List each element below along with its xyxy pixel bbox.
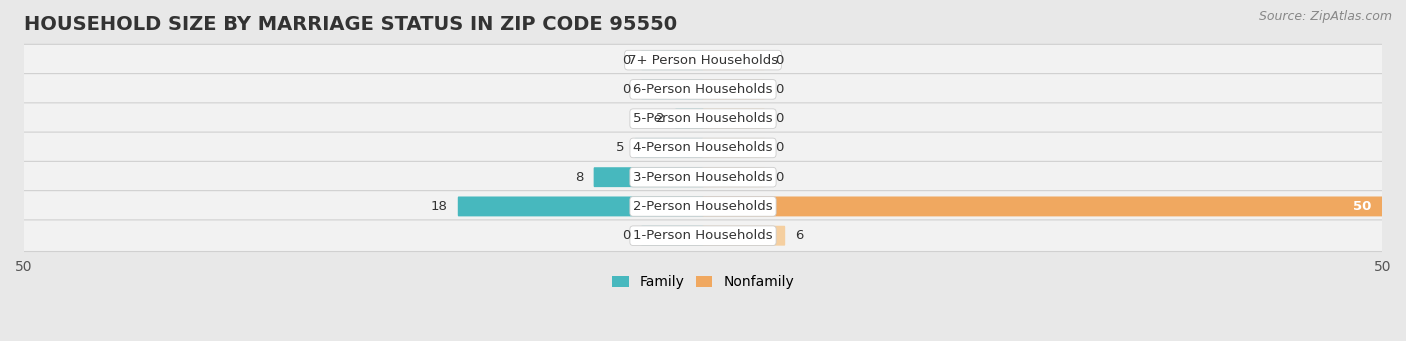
Text: 1-Person Households: 1-Person Households (633, 229, 773, 242)
Legend: Family, Nonfamily: Family, Nonfamily (606, 270, 800, 295)
Text: 2: 2 (657, 112, 665, 125)
Text: 0: 0 (775, 54, 783, 66)
FancyBboxPatch shape (675, 109, 703, 129)
Text: 2-Person Households: 2-Person Households (633, 200, 773, 213)
FancyBboxPatch shape (703, 226, 785, 246)
FancyBboxPatch shape (634, 138, 703, 158)
Text: 6: 6 (796, 229, 804, 242)
Text: Source: ZipAtlas.com: Source: ZipAtlas.com (1258, 10, 1392, 23)
FancyBboxPatch shape (703, 79, 765, 99)
Text: 5-Person Households: 5-Person Households (633, 112, 773, 125)
FancyBboxPatch shape (703, 196, 1384, 217)
FancyBboxPatch shape (21, 161, 1385, 193)
Text: 0: 0 (775, 83, 783, 96)
Text: 0: 0 (775, 112, 783, 125)
FancyBboxPatch shape (21, 103, 1385, 134)
FancyBboxPatch shape (703, 50, 765, 70)
FancyBboxPatch shape (641, 50, 703, 70)
Text: 50: 50 (1353, 200, 1371, 213)
FancyBboxPatch shape (593, 167, 703, 187)
FancyBboxPatch shape (458, 196, 703, 217)
Text: 7+ Person Households: 7+ Person Households (628, 54, 778, 66)
Text: 6-Person Households: 6-Person Households (633, 83, 773, 96)
Text: HOUSEHOLD SIZE BY MARRIAGE STATUS IN ZIP CODE 95550: HOUSEHOLD SIZE BY MARRIAGE STATUS IN ZIP… (24, 15, 676, 34)
Text: 18: 18 (430, 200, 447, 213)
Text: 5: 5 (616, 142, 624, 154)
FancyBboxPatch shape (21, 220, 1385, 252)
FancyBboxPatch shape (21, 74, 1385, 105)
Text: 3-Person Households: 3-Person Households (633, 171, 773, 184)
Text: 0: 0 (623, 83, 631, 96)
Text: 4-Person Households: 4-Person Households (633, 142, 773, 154)
FancyBboxPatch shape (703, 167, 765, 187)
Text: 0: 0 (623, 229, 631, 242)
FancyBboxPatch shape (703, 109, 765, 129)
Text: 0: 0 (623, 54, 631, 66)
FancyBboxPatch shape (641, 79, 703, 99)
Text: 8: 8 (575, 171, 583, 184)
FancyBboxPatch shape (641, 226, 703, 246)
FancyBboxPatch shape (21, 191, 1385, 222)
FancyBboxPatch shape (21, 132, 1385, 164)
FancyBboxPatch shape (703, 138, 765, 158)
Text: 0: 0 (775, 171, 783, 184)
Text: 0: 0 (775, 142, 783, 154)
FancyBboxPatch shape (21, 44, 1385, 76)
